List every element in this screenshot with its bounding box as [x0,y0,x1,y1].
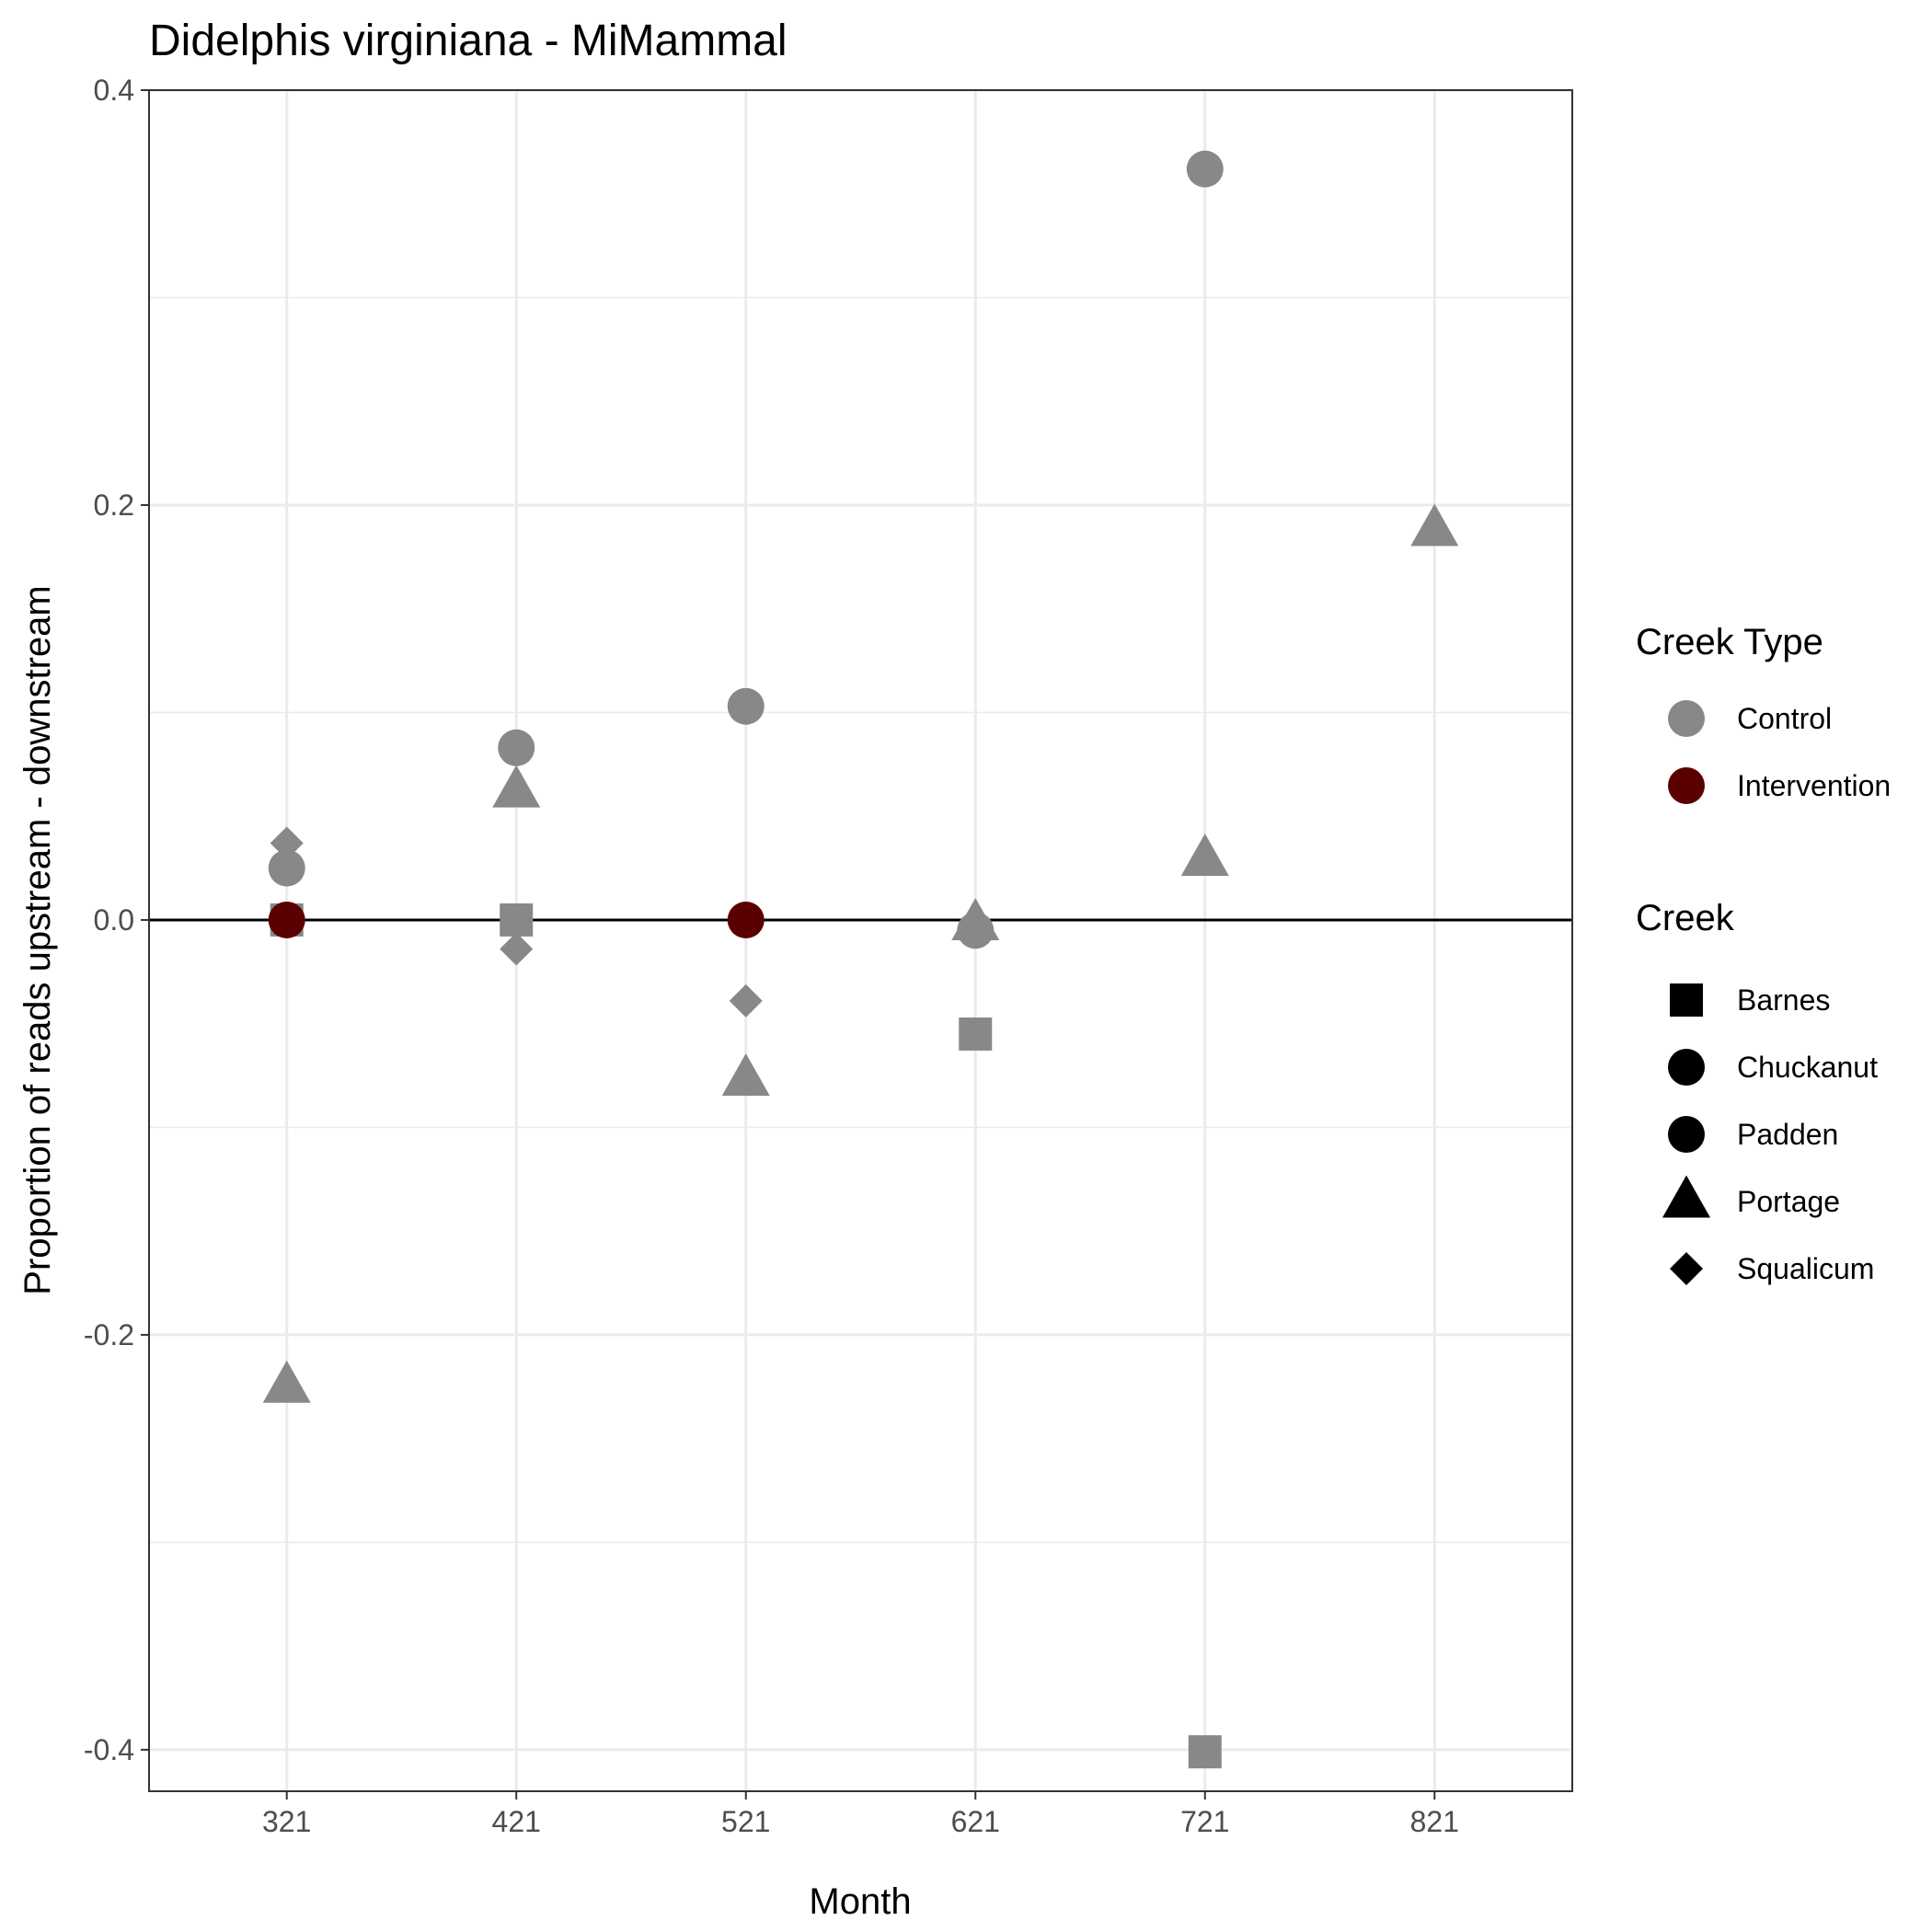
legend-creek-type-title: Creek Type [1636,622,1823,662]
data-point-chuckanut-721 [1186,150,1224,188]
data-point-chuckanut-321 [268,849,305,887]
y-tick-label: -0.4 [84,1733,134,1766]
legend-label-portage: Portage [1737,1185,1840,1218]
legend-key-chuckanut [1668,1049,1705,1086]
legend-label-squalicum: Squalicum [1737,1252,1874,1285]
data-point-portage-421 [492,765,541,808]
data-points [262,150,1459,1769]
y-tick-label: 0.4 [94,74,134,107]
data-point-squalicum-521 [729,983,763,1018]
data-point-padden-521 [727,901,765,938]
data-point-portage-321 [262,1360,311,1403]
legend-creek: Creek Barnes Chuckanut Padden Portage Squali… [1636,898,1878,1285]
data-point-squalicum-321 [270,826,304,860]
x-tick-label: 821 [1410,1805,1459,1838]
data-point-chuckanut-521 [727,687,765,725]
data-point-chuckanut-421 [498,729,535,766]
legend-label-padden: Padden [1737,1118,1838,1151]
axes: -0.4 -0.2 0.0 0.2 0.4 321 421 521 621 721 821 [84,74,1459,1838]
data-point-barnes-421 [500,903,534,937]
data-point-portage-621 [951,897,1000,940]
chart-title: Didelphis virginiana - MiMammal [149,17,788,65]
plot-panel-border [148,89,1573,1792]
legend-creek-title: Creek [1636,898,1735,938]
data-point-barnes-721 [1188,1735,1222,1769]
x-axis-title: Month [809,1881,911,1922]
data-point-padden-321 [268,901,305,938]
legend-label-intervention: Intervention [1737,769,1891,802]
legend-creek-type: Creek Type Control Intervention [1636,622,1891,804]
data-point-barnes-621 [959,1017,993,1051]
legend-key-padden [1668,1116,1705,1153]
data-point-squalicum-421 [500,932,534,966]
x-tick-label: 621 [951,1805,1000,1838]
data-point-portage-521 [721,1053,770,1097]
y-tick-label: -0.2 [84,1318,134,1351]
data-point-portage-821 [1410,503,1459,546]
legend-key-portage [1662,1175,1710,1218]
legend-key-barnes [1670,983,1703,1017]
data-point-portage-721 [1180,834,1229,877]
x-tick-label: 321 [262,1805,311,1838]
x-tick-label: 421 [492,1805,541,1838]
y-tick-label: 0.0 [94,903,134,937]
y-tick-label: 0.2 [94,489,134,522]
legend-key-control [1668,700,1705,737]
y-axis-title: Proportion of reads upstream - downstrea… [17,585,58,1294]
legend-label-chuckanut: Chuckanut [1737,1051,1878,1084]
legend-key-squalicum [1670,1252,1703,1285]
legend-label-control: Control [1737,702,1832,735]
legend-label-barnes: Barnes [1737,983,1830,1017]
x-tick-label: 721 [1180,1805,1229,1838]
x-tick-label: 521 [721,1805,770,1838]
legend-key-intervention [1668,767,1705,804]
